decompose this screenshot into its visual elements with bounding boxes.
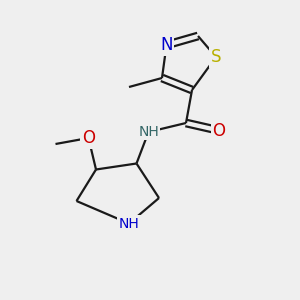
Text: NH: NH <box>138 125 159 139</box>
Text: S: S <box>211 48 221 66</box>
Text: NH: NH <box>118 217 140 230</box>
Text: O: O <box>82 129 95 147</box>
Text: O: O <box>212 122 226 140</box>
Text: N: N <box>160 36 173 54</box>
